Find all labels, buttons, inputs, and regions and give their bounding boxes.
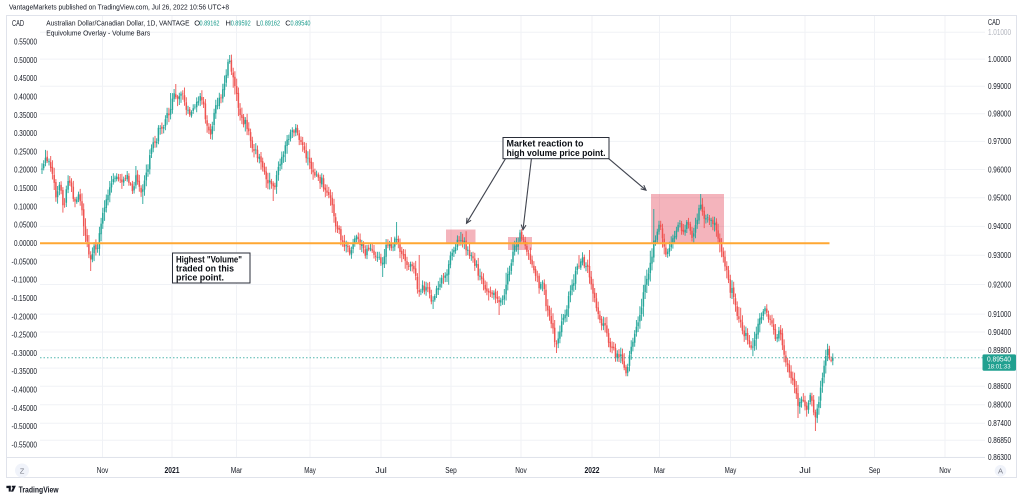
svg-text:Nov: Nov (97, 466, 109, 475)
svg-text:0.88600: 0.88600 (988, 382, 1011, 391)
svg-text:A: A (998, 467, 1003, 476)
svg-text:-0.50000: -0.50000 (12, 422, 38, 431)
svg-text:0.88000: 0.88000 (988, 401, 1011, 410)
svg-text:0.95000: 0.95000 (988, 194, 1011, 203)
svg-text:0.91000: 0.91000 (988, 310, 1011, 319)
svg-text:O: O (194, 19, 200, 28)
svg-text:-0.10000: -0.10000 (12, 276, 38, 285)
svg-text:0.50000: 0.50000 (14, 56, 37, 65)
svg-text:L: L (256, 19, 260, 28)
svg-text:0.35000: 0.35000 (14, 111, 37, 120)
svg-text:-0.05000: -0.05000 (12, 257, 38, 266)
svg-text:-0.25000: -0.25000 (12, 331, 38, 340)
svg-text:0.86850: 0.86850 (988, 436, 1011, 445)
svg-text:0.05000: 0.05000 (14, 221, 37, 230)
svg-text:2022: 2022 (585, 466, 600, 475)
svg-text:0.93000: 0.93000 (988, 251, 1011, 260)
svg-text:Mar: Mar (654, 466, 666, 475)
svg-text:-0.15000: -0.15000 (12, 294, 38, 303)
svg-text:0.97000: 0.97000 (988, 137, 1011, 146)
svg-text:Jul: Jul (799, 466, 811, 475)
svg-text:0.15000: 0.15000 (14, 184, 37, 193)
svg-text:Mar: Mar (231, 466, 243, 475)
svg-text:Z: Z (20, 466, 25, 475)
svg-text:-0.55000: -0.55000 (12, 441, 38, 450)
svg-text:0.40000: 0.40000 (14, 93, 37, 102)
svg-text:Highest "Volume": Highest "Volume" (176, 254, 242, 264)
svg-text:Australian Dollar/Canadian Dol: Australian Dollar/Canadian Dollar, 1D, V… (46, 19, 189, 28)
svg-text:May: May (725, 466, 737, 475)
svg-text:TradingView: TradingView (19, 484, 59, 494)
svg-text:Equivolume Overlay - Volume Ba: Equivolume Overlay - Volume Bars (46, 28, 150, 37)
svg-text:-0.35000: -0.35000 (12, 367, 38, 376)
svg-text:-0.45000: -0.45000 (12, 404, 38, 413)
svg-text:1.01000: 1.01000 (988, 28, 1011, 37)
svg-text:0.89162: 0.89162 (200, 19, 220, 28)
svg-text:Nov: Nov (939, 466, 951, 475)
svg-text:0.99000: 0.99000 (988, 82, 1011, 91)
svg-text:high volume price point.: high volume price point. (507, 148, 606, 158)
svg-text:0.89800: 0.89800 (988, 346, 1011, 355)
svg-text:price point.: price point. (176, 273, 224, 283)
svg-text:18:01:33: 18:01:33 (988, 364, 1011, 371)
svg-text:VantageMarkets published on Tr: VantageMarkets published on TradingView.… (9, 3, 229, 12)
svg-text:0.25000: 0.25000 (14, 147, 37, 156)
svg-text:Jul: Jul (375, 466, 387, 475)
svg-text:1.00000: 1.00000 (988, 55, 1011, 64)
svg-text:0.55000: 0.55000 (14, 38, 37, 47)
svg-text:0.00000: 0.00000 (14, 239, 37, 248)
svg-text:0.89540: 0.89540 (291, 19, 311, 28)
svg-text:H: H (226, 19, 231, 28)
svg-text:traded on this: traded on this (176, 263, 234, 273)
svg-text:Sep: Sep (869, 466, 881, 475)
svg-text:0.10000: 0.10000 (14, 202, 37, 211)
svg-text:-0.40000: -0.40000 (12, 386, 38, 395)
svg-text:-0.20000: -0.20000 (12, 312, 38, 321)
svg-text:0.45000: 0.45000 (14, 74, 37, 83)
svg-text:May: May (304, 466, 316, 475)
svg-text:C: C (285, 19, 291, 28)
svg-text:Market reaction to: Market reaction to (507, 139, 584, 149)
svg-text:0.90400: 0.90400 (988, 328, 1011, 337)
svg-text:0.98000: 0.98000 (988, 110, 1011, 119)
svg-text:Sep: Sep (445, 466, 457, 475)
svg-text:0.30000: 0.30000 (14, 129, 37, 138)
svg-text:0.87400: 0.87400 (988, 419, 1011, 428)
svg-text:0.94000: 0.94000 (988, 222, 1011, 231)
svg-text:CAD: CAD (12, 19, 24, 28)
svg-text:0.96000: 0.96000 (988, 165, 1011, 174)
svg-text:0.20000: 0.20000 (14, 166, 37, 175)
svg-text:-0.30000: -0.30000 (12, 349, 38, 358)
svg-text:0.86300: 0.86300 (988, 453, 1011, 462)
svg-text:CAD: CAD (988, 18, 1000, 27)
svg-text:0.92000: 0.92000 (988, 280, 1011, 289)
svg-text:0.89162: 0.89162 (260, 19, 280, 28)
svg-text:2021: 2021 (165, 466, 180, 475)
svg-text:0.89540: 0.89540 (987, 356, 1011, 363)
svg-text:0.89592: 0.89592 (231, 19, 251, 28)
svg-text:Nov: Nov (515, 466, 527, 475)
